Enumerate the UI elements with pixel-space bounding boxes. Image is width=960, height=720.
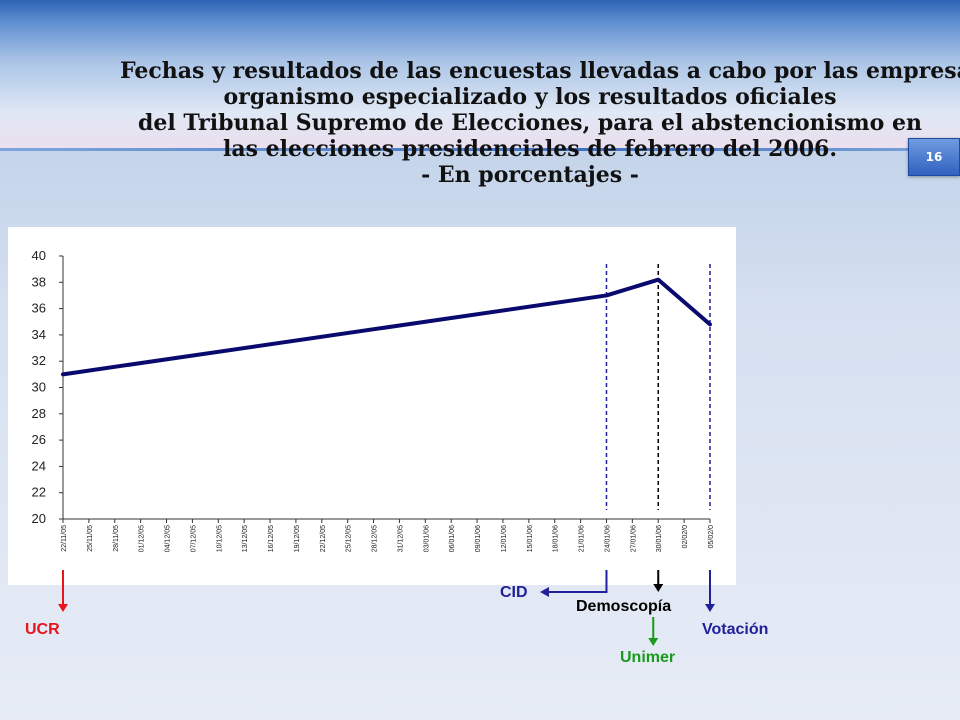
x-tick-label: 22/11/05 (61, 525, 68, 552)
y-tick-label: 22 (32, 485, 46, 500)
header-divider (0, 148, 960, 151)
x-tick-label: 12/01/06 (501, 525, 508, 552)
chart-area: 20 22 24 26 28 30 32 34 36 38 40 22/11/05 25/11/05 28… (8, 227, 736, 585)
x-tick-label: 24/01/06 (604, 525, 611, 552)
x-tick-label: 25/12/05 (346, 525, 353, 552)
line-chart: 20 22 24 26 28 30 32 34 36 38 40 22/11/05 25/11/05 28… (32, 248, 715, 552)
x-tick-label: 22/12/05 (320, 525, 327, 552)
x-tick-label: 25/11/05 (87, 525, 94, 552)
y-tick-label: 28 (32, 406, 46, 421)
y-tick-label: 30 (32, 380, 46, 395)
abstention-series-line (61, 277, 712, 377)
header-band (0, 0, 960, 150)
slide-title: Fechas y resultados de las encuestas lle… (120, 58, 960, 188)
x-tick-label: 28/12/05 (372, 525, 379, 552)
x-tick-label: 09/01/06 (475, 525, 482, 552)
y-tick-label: 36 (32, 301, 46, 316)
x-tick-label: 02/02/0 (682, 525, 689, 548)
x-tick-label: 05/02/0 (708, 525, 715, 548)
unimer-label: Unimer (620, 649, 676, 666)
demoscopia-label: Demoscopía (576, 598, 672, 615)
x-tick-label: 30/01/06 (656, 525, 663, 552)
x-tick-label: 15/01/06 (527, 525, 534, 552)
x-tick-label: 18/01/06 (553, 525, 560, 552)
x-tick-label: 21/01/06 (579, 525, 586, 552)
votacion-label: Votación (702, 621, 769, 638)
x-tick-label: 01/12/05 (139, 525, 146, 552)
x-tick-label: 06/01/06 (449, 525, 456, 552)
x-tick-label: 19/12/05 (294, 525, 301, 552)
title-line-3: del Tribunal Supremo de Elecciones, para… (137, 110, 922, 136)
page-number-badge: 16 (908, 138, 960, 176)
y-tick-label: 24 (32, 458, 46, 473)
title-line-2: organismo especializado y los resultados… (223, 84, 837, 110)
cid-label: CID (500, 584, 528, 601)
y-tick-label: 26 (32, 432, 46, 447)
x-tick-label: 16/12/05 (268, 525, 275, 552)
ucr-label: UCR (25, 621, 60, 638)
x-tick-label: 04/12/05 (165, 525, 172, 552)
x-tick-label: 13/12/05 (242, 525, 249, 552)
x-tick-label: 31/12/05 (397, 525, 404, 552)
x-tick-label: 27/01/06 (630, 525, 637, 552)
y-tick-label: 38 (32, 274, 46, 289)
y-tick-label: 32 (32, 353, 46, 368)
x-tick-label: 07/12/05 (190, 525, 197, 552)
title-line-4: las elecciones presidenciales de febrero… (222, 136, 838, 162)
x-tick-label: 10/12/05 (216, 525, 223, 552)
x-tick-label: 28/11/05 (113, 525, 120, 552)
title-line-1: Fechas y resultados de las encuestas lle… (120, 58, 960, 84)
y-tick-label: 40 (32, 248, 46, 263)
title-line-5: - En porcentajes - (421, 162, 639, 188)
y-tick-label: 34 (32, 327, 46, 342)
x-tick-label: 03/01/06 (423, 525, 430, 552)
y-tick-label: 20 (32, 511, 46, 526)
